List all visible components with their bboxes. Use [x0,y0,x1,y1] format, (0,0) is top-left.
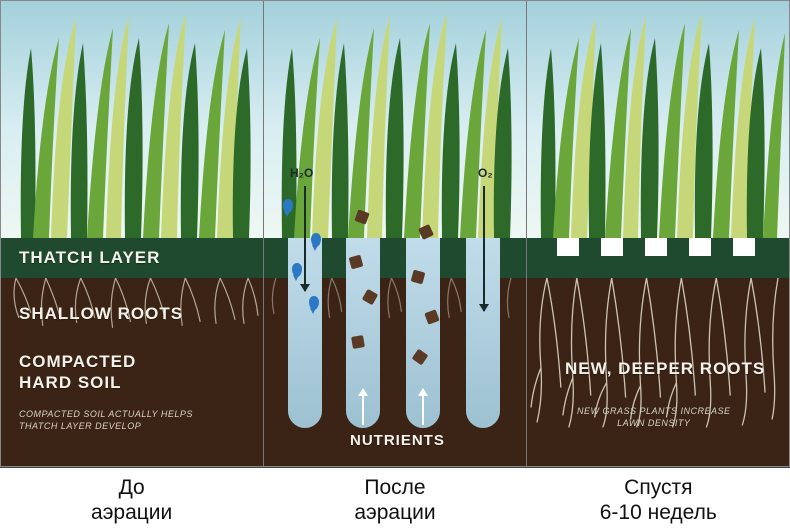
nutrients-label: NUTRIENTS [350,432,445,449]
thatch-seg [623,238,645,278]
caption-weeks: Спустя 6-10 недель [527,468,790,532]
shallow-roots-label: SHALLOW ROOTS [19,304,183,324]
thatch-seg [667,238,689,278]
sky-layer [527,1,789,238]
sky-layer [1,1,263,238]
thatch-hole [733,256,755,278]
panel-after: H₂O O₂ NUTRIENTS [263,1,526,466]
thatch-seg [579,238,601,278]
thatch-label: THATCH LAYER [19,248,160,268]
compacted-sub-label: COMPACTED SOIL ACTUALLY HELPS THATCH LAY… [19,409,193,432]
thatch-seg [711,238,733,278]
o2-annotation: O₂ [478,166,493,180]
arrow-up-icon [422,389,424,425]
thatch-seg [755,238,789,278]
captions-row: До аэрации После аэрации Спустя 6-10 нед… [0,467,790,532]
soil-chunk-icon [351,335,365,349]
thatch-seg [527,238,557,278]
h2o-annotation: H₂O [290,166,313,180]
new-roots-label: NEW, DEEPER ROOTS [565,359,765,379]
compacted-soil-label: COMPACTED HARD SOIL [19,351,136,394]
density-sub-label: NEW GRASS PLANTS INCREASE LAWN DENSITY [577,406,731,429]
caption-after: После аэрации [263,468,526,532]
thatch-hole [645,256,667,278]
thatch-seg [264,238,288,278]
thatch-hole [557,256,579,278]
arrow-up-icon [362,389,364,425]
thatch-seg [440,238,466,278]
arrow-down-icon [304,186,306,291]
panel-weeks: NEW, DEEPER ROOTS NEW GRASS PLANTS INCRE… [526,1,789,466]
thatch-seg [322,238,346,278]
thatch-seg [500,238,526,278]
arrow-down-icon [483,186,485,311]
thatch-seg [380,238,406,278]
caption-before: До аэрации [0,468,263,532]
panel-before: THATCH LAYER SHALLOW ROOTS COMPACTED HAR… [1,1,263,466]
thatch-hole [601,256,623,278]
aeration-diagram: THATCH LAYER SHALLOW ROOTS COMPACTED HAR… [0,0,790,467]
thatch-hole [689,256,711,278]
